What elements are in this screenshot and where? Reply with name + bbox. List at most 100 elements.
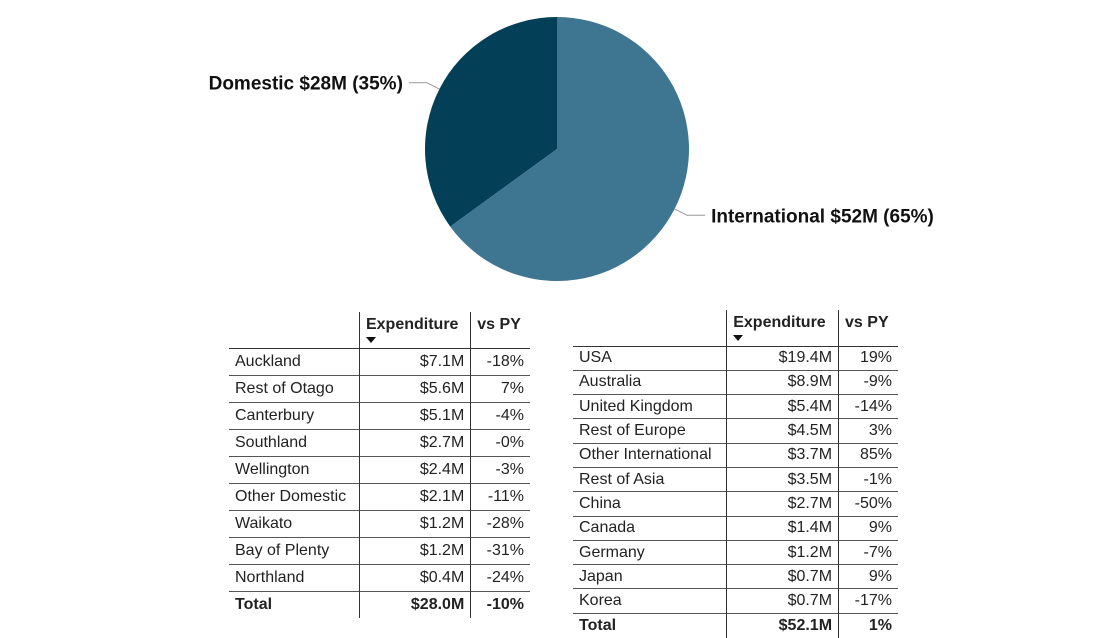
- pie-label-domestic: Domestic $28M (35%): [209, 74, 403, 95]
- row-vs-py: -14%: [839, 395, 898, 419]
- row-vs-py: -18%: [471, 348, 530, 375]
- row-expenditure: $5.6M: [359, 375, 470, 402]
- row-vs-py: 9%: [839, 516, 898, 540]
- column-header-expenditure[interactable]: Expenditure: [727, 310, 839, 346]
- pie-chart: Domestic $28M (35%) International $52M (6…: [0, 0, 1116, 300]
- row-vs-py: -11%: [471, 483, 530, 510]
- row-expenditure: $4.5M: [727, 419, 839, 443]
- row-expenditure: $28.0M: [359, 591, 470, 618]
- row-vs-py: -7%: [839, 540, 898, 564]
- column-header-expenditure[interactable]: Expenditure: [359, 312, 470, 348]
- row-expenditure: $1.2M: [359, 537, 470, 564]
- table-row[interactable]: China $2.7M -50%: [573, 492, 898, 516]
- row-vs-py: -0%: [471, 429, 530, 456]
- sort-descending-icon[interactable]: [366, 337, 376, 343]
- table-total: Total $28.0M -10%: [229, 591, 530, 618]
- row-name: China: [573, 492, 727, 516]
- table-row[interactable]: Rest of Asia $3.5M -1%: [573, 467, 898, 491]
- row-name: Wellington: [229, 456, 359, 483]
- row-name: Canada: [573, 516, 727, 540]
- table-row[interactable]: Germany $1.2M -7%: [573, 540, 898, 564]
- table-row[interactable]: Japan $0.7M 9%: [573, 565, 898, 589]
- row-name: Total: [573, 613, 727, 637]
- table-row[interactable]: Rest of Europe $4.5M 3%: [573, 419, 898, 443]
- leader-line: [409, 83, 439, 89]
- table-row[interactable]: Southland $2.7M -0%: [229, 429, 530, 456]
- row-name: Rest of Otago: [229, 375, 359, 402]
- row-vs-py: -3%: [471, 456, 530, 483]
- table-row[interactable]: United Kingdom $5.4M -14%: [573, 395, 898, 419]
- column-header-vs-py[interactable]: vs PY: [839, 310, 898, 346]
- row-expenditure: $2.7M: [359, 429, 470, 456]
- row-vs-py: -31%: [471, 537, 530, 564]
- column-header-name: [573, 310, 727, 346]
- row-name: Other Domestic: [229, 483, 359, 510]
- row-vs-py: -50%: [839, 492, 898, 516]
- sort-descending-icon[interactable]: [733, 335, 743, 341]
- row-name: Bay of Plenty: [229, 537, 359, 564]
- table-row[interactable]: Rest of Otago $5.6M 7%: [229, 375, 530, 402]
- table-header-row: Expenditure vs PY: [573, 310, 898, 346]
- row-name: Other International: [573, 443, 727, 467]
- table-row[interactable]: Korea $0.7M -17%: [573, 589, 898, 613]
- table-row[interactable]: Wellington $2.4M -3%: [229, 456, 530, 483]
- table-row[interactable]: Australia $8.9M -9%: [573, 370, 898, 394]
- row-expenditure: $2.1M: [359, 483, 470, 510]
- pie-label-international: International $52M (65%): [711, 206, 934, 227]
- pie-label-percent: 35%: [359, 74, 397, 95]
- row-name: USA: [573, 346, 727, 370]
- pie-label-display: $28M: [299, 74, 347, 95]
- row-name: Rest of Europe: [573, 419, 727, 443]
- row-expenditure: $7.1M: [359, 348, 470, 375]
- table-row[interactable]: Auckland $7.1M -18%: [229, 348, 530, 375]
- row-expenditure: $19.4M: [727, 346, 839, 370]
- table-row[interactable]: USA $19.4M 19%: [573, 346, 898, 370]
- table-header-row: Expenditure vs PY: [229, 312, 530, 348]
- leader-line: [675, 209, 705, 215]
- column-header-label: Expenditure: [366, 316, 458, 333]
- row-name: Total: [229, 591, 359, 618]
- table-row[interactable]: Bay of Plenty $1.2M -31%: [229, 537, 530, 564]
- row-vs-py: -1%: [839, 467, 898, 491]
- row-vs-py: -17%: [839, 589, 898, 613]
- pie-label-label: International: [711, 206, 825, 227]
- row-name: Waikato: [229, 510, 359, 537]
- row-name: Southland: [229, 429, 359, 456]
- row-name: Northland: [229, 564, 359, 591]
- row-expenditure: $0.4M: [359, 564, 470, 591]
- row-name: Rest of Asia: [573, 467, 727, 491]
- row-expenditure: $5.4M: [727, 395, 839, 419]
- row-name: Australia: [573, 370, 727, 394]
- row-expenditure: $3.5M: [727, 467, 839, 491]
- row-expenditure: $0.7M: [727, 565, 839, 589]
- row-expenditure: $52.1M: [727, 613, 839, 637]
- table-row[interactable]: Northland $0.4M -24%: [229, 564, 530, 591]
- total-row[interactable]: Total $52.1M 1%: [573, 613, 898, 637]
- table-row[interactable]: Other International $3.7M 85%: [573, 443, 898, 467]
- table-row[interactable]: Canterbury $5.1M -4%: [229, 402, 530, 429]
- column-header-vs-py[interactable]: vs PY: [471, 312, 530, 348]
- table-row[interactable]: Waikato $1.2M -28%: [229, 510, 530, 537]
- row-vs-py: 7%: [471, 375, 530, 402]
- row-expenditure: $1.2M: [359, 510, 470, 537]
- total-row[interactable]: Total $28.0M -10%: [229, 591, 530, 618]
- row-expenditure: $2.7M: [727, 492, 839, 516]
- row-vs-py: 9%: [839, 565, 898, 589]
- row-expenditure: $0.7M: [727, 589, 839, 613]
- pie-label-display: $52M: [830, 206, 878, 227]
- row-expenditure: $1.4M: [727, 516, 839, 540]
- row-vs-py: -10%: [471, 591, 530, 618]
- domestic-expenditure-table: Expenditure vs PY Auckland $7.1M -18% Rest …: [229, 312, 530, 618]
- international-expenditure-table: Expenditure vs PY USA $19.4M 19% Australia $…: [573, 310, 898, 638]
- table-row[interactable]: Other Domestic $2.1M -11%: [229, 483, 530, 510]
- row-vs-py: -28%: [471, 510, 530, 537]
- row-vs-py: -4%: [471, 402, 530, 429]
- row-name: Canterbury: [229, 402, 359, 429]
- row-vs-py: 3%: [839, 419, 898, 443]
- row-expenditure: $1.2M: [727, 540, 839, 564]
- table-row[interactable]: Canada $1.4M 9%: [573, 516, 898, 540]
- row-expenditure: $3.7M: [727, 443, 839, 467]
- row-name: Japan: [573, 565, 727, 589]
- row-expenditure: $5.1M: [359, 402, 470, 429]
- table-total: Total $52.1M 1%: [573, 613, 898, 637]
